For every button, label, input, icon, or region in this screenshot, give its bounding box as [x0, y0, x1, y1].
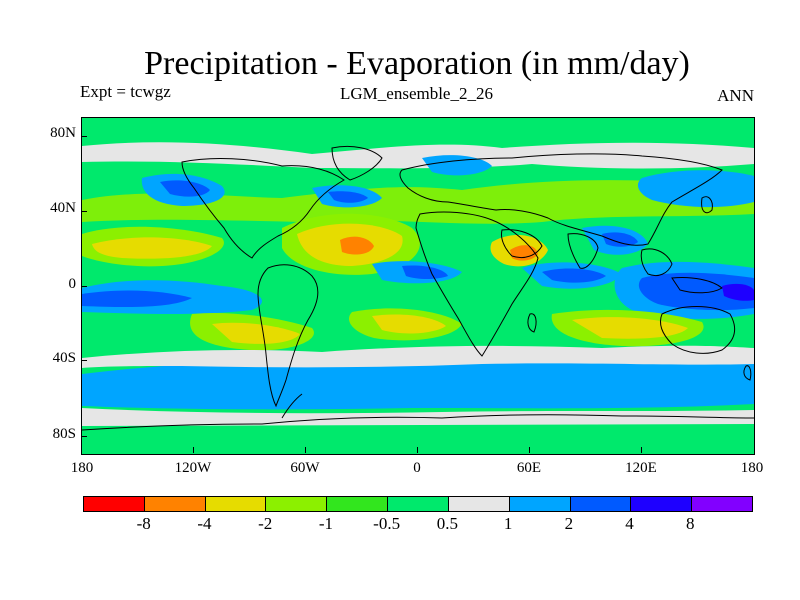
lon-tick	[641, 447, 642, 453]
nw-pacific-stormtrack	[637, 170, 754, 208]
lon-tick	[193, 447, 194, 453]
n-midlat-band	[82, 178, 754, 224]
warm-pool-max	[722, 283, 754, 301]
atlantic-itcz-core	[402, 265, 448, 279]
bay-of-bengal-core	[602, 232, 638, 247]
legend-tick-label: 0.5	[436, 514, 458, 533]
legend-swatch	[144, 497, 206, 511]
legend-swatch	[631, 497, 693, 511]
legend-tick-label: 8	[686, 514, 695, 533]
se-pacific-dry	[212, 322, 300, 344]
coastlines	[82, 145, 754, 431]
legend-tick-label: 2	[564, 514, 574, 533]
legend-swatch	[205, 497, 267, 511]
legend-swatch	[509, 497, 571, 511]
legend-tick-label: 1	[503, 514, 513, 533]
lat-tick	[81, 211, 87, 212]
ensemble-label: LGM_ensemble_2_26	[340, 84, 493, 103]
s-indian-dry	[572, 317, 688, 339]
indian-itcz-core	[542, 268, 606, 283]
lon-tick	[305, 447, 306, 453]
legend-swatch	[84, 497, 145, 511]
legend-tick-label: -0.5	[373, 514, 401, 533]
map-title: Precipitation - Evaporation (in mm/day)	[144, 45, 690, 82]
antarctica-field	[82, 424, 754, 454]
warm-pool-core	[638, 272, 754, 311]
lon-label-0: 0	[413, 460, 421, 476]
lat-label-eq: 0	[68, 276, 77, 292]
lat-tick	[81, 286, 87, 287]
lon-label-60w: 60W	[290, 460, 320, 476]
legend-swatch	[388, 497, 449, 511]
n-atlantic-blue	[422, 155, 492, 176]
legend-tick-label: -1	[318, 514, 333, 533]
season-label: ANN	[717, 86, 754, 105]
southern-ocean-stormtrack	[82, 358, 754, 410]
legend-tick-label: -8	[136, 514, 151, 533]
lat-label-80s: 80S	[52, 426, 76, 442]
lat-tick	[81, 360, 87, 361]
legend-swatch	[327, 497, 389, 511]
legend-tick-label: -4	[197, 514, 212, 533]
lon-label-180w: 180	[70, 460, 94, 476]
lon-tick	[529, 447, 530, 453]
s-atlantic-dry	[372, 314, 446, 334]
lon-tick	[417, 447, 418, 453]
n-atlantic-core	[340, 236, 374, 255]
gulfstream-core	[328, 191, 368, 203]
legend-swatch	[266, 497, 328, 511]
legend-tick-label: -2	[258, 514, 273, 533]
n-pacific-dry	[92, 237, 212, 259]
legend-swatch	[692, 497, 752, 511]
legend-swatch	[448, 497, 510, 511]
lat-tick	[81, 436, 87, 437]
color-legend	[83, 496, 753, 512]
lon-label-180e: 180	[740, 460, 764, 476]
lat-tick	[81, 136, 87, 137]
lat-label-80n: 80N	[50, 125, 76, 141]
lon-label-60e: 60E	[516, 460, 542, 476]
pme-field-map	[82, 118, 754, 454]
southern-midlat-grey	[82, 345, 754, 368]
lon-label-120w: 120W	[174, 460, 212, 476]
legend-swatch	[570, 497, 632, 511]
legend-tick-label: 4	[625, 514, 634, 533]
lon-label-120e: 120E	[625, 460, 657, 476]
map-panel	[81, 117, 755, 455]
lat-label-40s: 40S	[52, 350, 76, 366]
experiment-label: Expt = tcwgz	[80, 82, 171, 101]
pacific-itcz-core	[82, 290, 192, 308]
arctic-grey	[82, 142, 754, 169]
lat-label-40n: 40N	[50, 200, 76, 216]
